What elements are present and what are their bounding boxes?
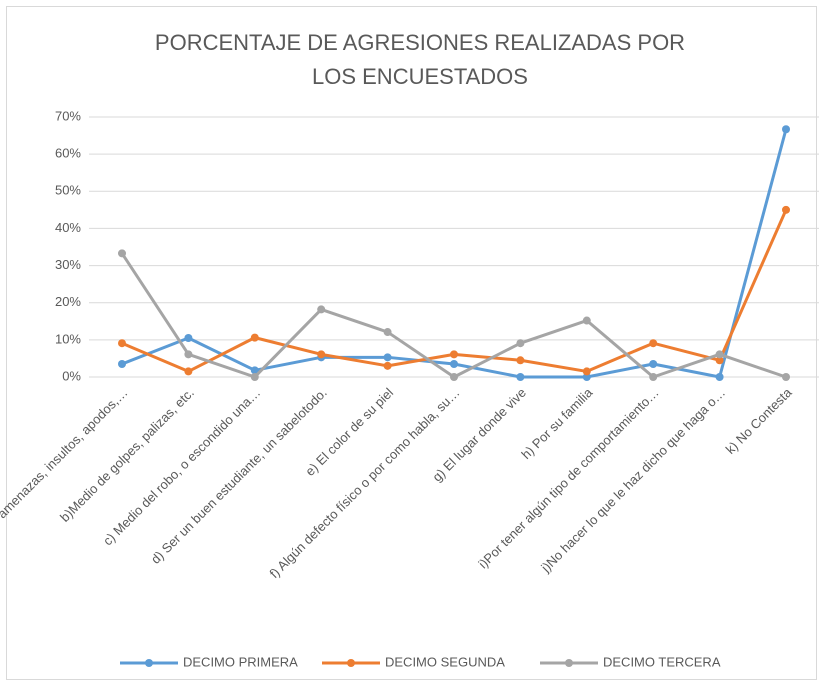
data-point [250,333,259,342]
data-point [250,373,259,381]
legend-label: DECIMO PRIMERA [183,654,298,669]
data-point [184,367,193,376]
data-point [118,339,126,348]
data-point [516,373,525,381]
data-point [450,373,458,381]
data-point [782,373,790,381]
y-tick-label: 60% [55,146,81,161]
y-tick-label: 50% [55,183,81,198]
data-point [118,360,126,368]
data-point [250,366,259,375]
legend-label: DECIMO TERCERA [603,654,721,669]
data-point [715,373,724,381]
data-point [649,373,658,381]
chart-frame [6,6,817,680]
x-tick-label: b)Medio de golpes, palizas, etc. [57,385,197,525]
data-point [782,125,790,134]
data-point [184,334,193,342]
data-point [715,350,724,359]
data-point [118,249,126,258]
y-tick-label: 40% [55,220,81,235]
data-point [450,350,458,359]
data-point [184,350,193,359]
data-point [317,350,326,359]
data-point [450,360,458,368]
legend-label: DECIMO SEGUNDA [385,654,505,669]
data-point [649,339,658,348]
x-tick-label: h) Por su familia [518,384,596,462]
series-line [121,209,788,373]
y-tick-label: 0% [62,368,81,383]
data-point [317,305,326,314]
y-tick-label: 20% [55,294,81,309]
data-point [516,356,525,365]
legend-marker [347,659,355,667]
data-point [582,367,591,376]
x-tick-label: k) No Contesta [723,384,795,456]
chart-title: PORCENTAJE DE AGRESIONES REALIZADAS POR … [154,30,686,89]
data-point [649,360,658,368]
data-point [782,205,790,214]
y-tick-label: 30% [55,257,81,272]
data-point [582,316,591,325]
y-tick-label: 70% [55,108,81,123]
data-point [383,353,392,362]
y-tick-label: 10% [55,331,81,346]
legend-marker [565,659,573,667]
data-point [516,339,525,348]
data-point [715,356,724,365]
legend-marker [145,659,153,667]
data-point [383,361,392,370]
data-point [582,373,591,381]
data-point [383,328,392,337]
series-line [120,252,787,379]
